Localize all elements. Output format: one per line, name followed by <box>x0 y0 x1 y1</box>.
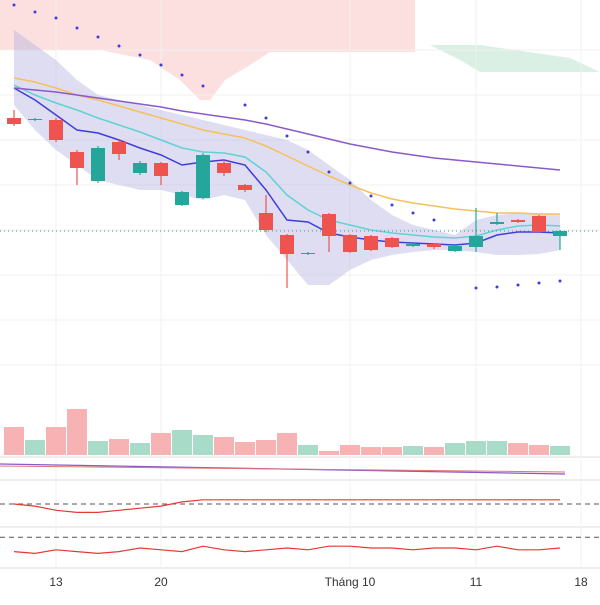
volume-bar <box>46 427 66 455</box>
x-tick-label: 11 <box>470 575 483 589</box>
volume-bar <box>403 446 423 455</box>
candle-body <box>7 118 21 124</box>
candle-body <box>217 163 231 173</box>
x-tick-label: 13 <box>49 575 63 589</box>
candle-body <box>70 152 84 168</box>
ma-line <box>13 77 560 215</box>
x-tick-label: 20 <box>154 575 168 589</box>
sar-dot <box>264 116 268 120</box>
sar-dot <box>369 194 373 198</box>
volume-bar <box>550 446 570 455</box>
volume-bar <box>487 441 507 455</box>
candle-body <box>28 119 42 120</box>
candle-body <box>427 244 441 247</box>
candle-body <box>553 231 567 236</box>
sar-dot <box>516 283 520 287</box>
indicator-line <box>0 465 566 473</box>
candle-body <box>280 235 294 254</box>
candle-body <box>490 222 504 224</box>
candle-body <box>196 155 210 198</box>
indicator-line <box>13 499 560 513</box>
x-tick-label: Tháng 10 <box>325 575 376 589</box>
volume-bar <box>466 441 486 455</box>
volume-bar <box>4 427 24 455</box>
volume-bar <box>361 447 381 455</box>
sar-dot <box>348 181 352 185</box>
volume-bar <box>298 445 318 455</box>
candle-body <box>301 253 315 254</box>
candle-body <box>322 214 336 236</box>
sar-dot <box>54 16 58 20</box>
sar-dot <box>180 73 184 77</box>
candle-body <box>406 244 420 246</box>
candle-body <box>49 120 63 140</box>
cloud-bullish <box>430 45 600 72</box>
volume-bar <box>109 439 129 455</box>
band-area <box>14 30 560 285</box>
volume-bar <box>445 443 465 455</box>
volume-bar <box>319 451 339 455</box>
volume-bar <box>529 445 549 455</box>
candle-body <box>469 236 483 247</box>
sar-dot <box>33 10 37 14</box>
volume-bar <box>67 409 87 455</box>
sar-dot <box>285 134 289 138</box>
indicator-line <box>13 545 561 555</box>
candle-body <box>133 163 147 173</box>
sar-dot <box>474 286 478 290</box>
sar-dot <box>537 281 541 285</box>
candle-body <box>154 163 168 176</box>
sar-dot <box>75 26 79 30</box>
volume-bar <box>382 447 402 455</box>
volume-bar <box>130 443 150 455</box>
sar-dot <box>12 3 16 7</box>
volume-bar <box>25 440 45 455</box>
candle-body <box>511 220 525 222</box>
volume-bar <box>508 443 528 455</box>
candle-body <box>91 148 105 181</box>
candle-body <box>385 238 399 247</box>
sar-dot <box>558 279 562 283</box>
sar-dot <box>201 84 205 88</box>
sar-dot <box>138 53 142 57</box>
x-tick-label: 18 <box>574 575 588 589</box>
sar-dot <box>243 103 247 107</box>
volume-bar <box>424 447 444 455</box>
candle-body <box>364 236 378 250</box>
sar-dot <box>411 211 415 215</box>
volume-bar <box>172 430 192 455</box>
candle-body <box>112 142 126 154</box>
volume-bar <box>193 435 213 455</box>
volume-bar <box>256 440 276 455</box>
candle-body <box>175 192 189 205</box>
volume-bar <box>151 433 171 455</box>
sar-dot <box>432 218 436 222</box>
candle-body <box>238 185 252 190</box>
candle-body <box>532 216 546 232</box>
sar-dot <box>96 35 100 39</box>
volume-bar <box>214 437 234 455</box>
candle-body <box>343 235 357 252</box>
sar-dot <box>495 285 499 289</box>
volume-bar <box>340 445 360 455</box>
volume-bar <box>277 433 297 455</box>
sar-dot <box>306 150 310 154</box>
sar-dot <box>327 170 331 174</box>
volume-bar <box>88 441 108 455</box>
sar-dot <box>117 44 121 48</box>
sar-dot <box>159 63 163 67</box>
volume-bar <box>235 442 255 455</box>
candle-body <box>259 213 273 230</box>
candle-body <box>448 246 462 251</box>
ma-line <box>13 87 561 171</box>
sar-dot <box>390 203 394 207</box>
